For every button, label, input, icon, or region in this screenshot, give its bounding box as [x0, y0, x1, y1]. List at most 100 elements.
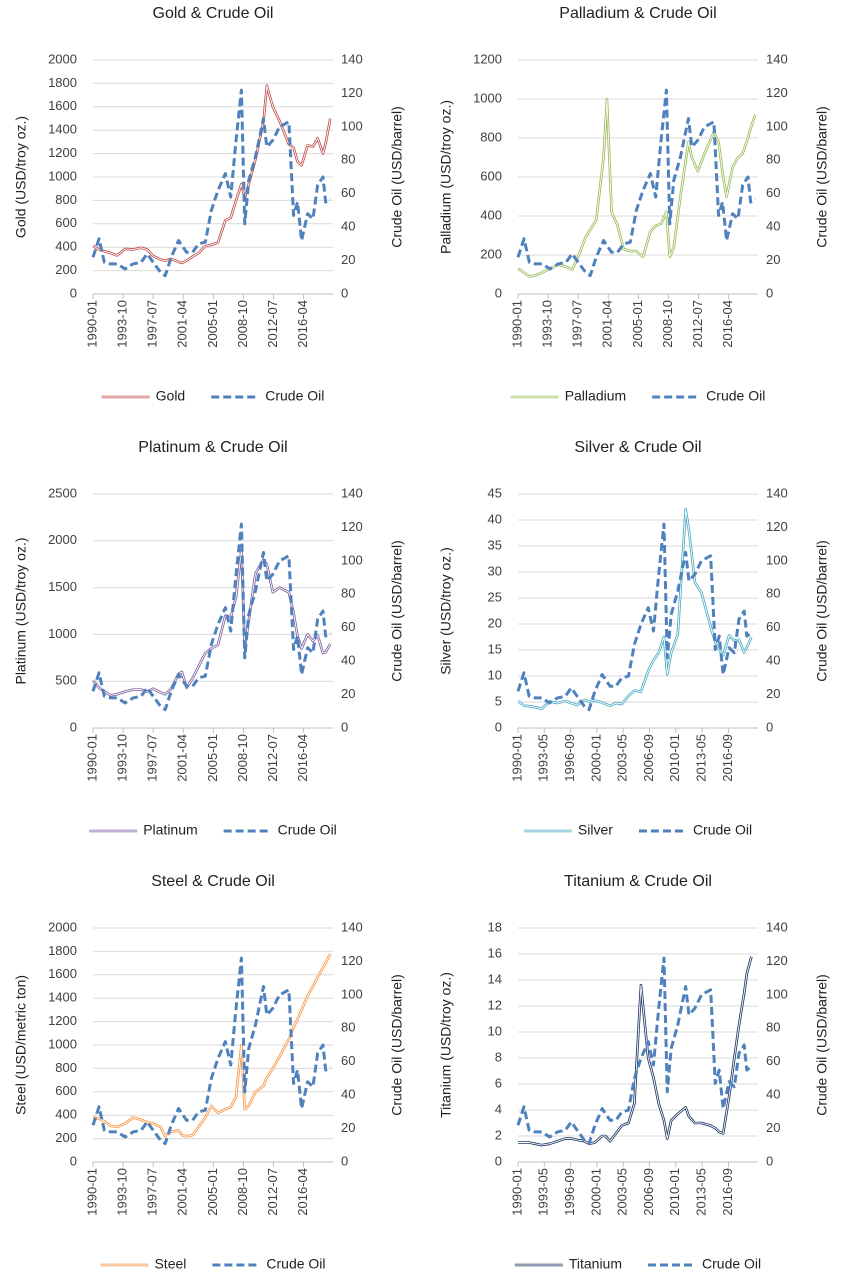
y-tick-label: 600 [480, 168, 502, 183]
legend: Silver Crude Oil [523, 822, 752, 838]
x-tick-label: 2001-04 [175, 1168, 190, 1216]
legend-label: Crude Oil [265, 388, 324, 404]
y-tick-label: 20 [488, 615, 502, 630]
y2-tick-label: 0 [766, 285, 773, 300]
y2-tick-label: 140 [766, 51, 788, 66]
x-tick-label: 2010-01 [667, 1168, 682, 1216]
y-tick-label: 2000 [48, 51, 77, 66]
x-tick-label: 2000-01 [588, 1168, 603, 1216]
y-tick-label: 45 [488, 485, 502, 500]
x-tick-label: 1997-07 [145, 1168, 160, 1216]
y2-tick-label: 60 [766, 619, 780, 634]
y-tick-label: 400 [55, 239, 77, 254]
x-tick-label: 2016-04 [720, 300, 735, 348]
series-line-inner [517, 98, 756, 277]
series-line-inner [92, 85, 331, 264]
x-tick-label: 1993-10 [115, 1168, 130, 1216]
series-line [92, 84, 332, 265]
legend-label: Crude Oil [706, 388, 765, 404]
x-tick-label: 2013-05 [694, 734, 709, 782]
y2-tick-label: 140 [766, 919, 788, 934]
y-tick-label: 1600 [48, 98, 77, 113]
y2-tick-label: 60 [766, 185, 780, 200]
chart-panel: Gold & Crude Oil Gold (USD/troy oz.) Crude… [13, 5, 405, 403]
x-tick-label: 1993-05 [536, 734, 551, 782]
series-line [91, 548, 332, 697]
y2-tick-label: 20 [766, 686, 780, 701]
y2-tick-label: 0 [766, 719, 773, 734]
y2-tick-label: 0 [341, 1153, 348, 1168]
x-tick-label: 2016-04 [295, 300, 310, 348]
x-tick-label: 2001-04 [600, 300, 615, 348]
y-tick-label: 8 [495, 1049, 502, 1064]
y2-tick-label: 140 [766, 485, 788, 500]
chart-panel: Titanium & Crude Oil Titanium (USD/troy o… [438, 873, 830, 1271]
legend-label: Steel [154, 1256, 186, 1272]
y-tick-label: 500 [55, 673, 77, 688]
x-tick-label: 2000-01 [588, 734, 603, 782]
x-tick-label: 2001-04 [175, 734, 190, 782]
y2-tick-label: 100 [766, 552, 788, 567]
legend: Titanium Crude Oil [514, 1256, 761, 1272]
legend: Steel Crude Oil [100, 1256, 326, 1272]
series-line [518, 956, 753, 1147]
y-tick-label: 2000 [48, 532, 77, 547]
x-tick-label: 1993-10 [115, 734, 130, 782]
y2-axis-title: Crude Oil (USD/barrel) [389, 540, 405, 682]
x-tick-label: 2008-10 [235, 734, 250, 782]
y-tick-label: 1800 [48, 75, 77, 90]
y-tick-label: 10 [488, 667, 502, 682]
x-tick-label: 1997-07 [145, 300, 160, 348]
legend: Palladium Crude Oil [510, 388, 765, 404]
y-tick-label: 200 [55, 262, 77, 277]
x-tick-label: 1990-01 [84, 734, 99, 782]
legend-label: Crude Oil [278, 822, 337, 838]
legend-label: Crude Oil [702, 1256, 761, 1272]
y-tick-label: 1200 [48, 1013, 77, 1028]
y-tick-label: 1600 [48, 966, 77, 981]
legend: Gold Crude Oil [101, 388, 324, 404]
x-tick-label: 2012-07 [265, 300, 280, 348]
y-tick-label: 16 [488, 945, 502, 960]
y2-tick-label: 20 [341, 252, 355, 267]
y2-tick-label: 80 [766, 152, 780, 167]
y-tick-label: 15 [488, 641, 502, 656]
y-tick-label: 600 [55, 215, 77, 230]
y2-axis-title: Crude Oil (USD/barrel) [389, 974, 405, 1116]
y2-tick-label: 80 [766, 586, 780, 601]
y-tick-label: 14 [488, 971, 502, 986]
y2-tick-label: 60 [341, 1053, 355, 1068]
chart-panel: Platinum & Crude Oil Platinum (USD/troy o… [13, 439, 405, 837]
y-tick-label: 200 [55, 1130, 77, 1145]
y2-axis-title: Crude Oil (USD/barrel) [814, 974, 830, 1116]
chart-title: Steel & Crude Oil [151, 873, 275, 890]
x-tick-label: 1996-09 [562, 734, 577, 782]
y2-tick-label: 40 [766, 219, 780, 234]
y2-tick-label: 60 [341, 619, 355, 634]
chart-panel: Steel & Crude Oil Steel (USD/metric ton) C… [13, 873, 405, 1271]
y2-tick-label: 100 [766, 118, 788, 133]
y-tick-label: 1400 [48, 122, 77, 137]
y-axis-title: Titanium (USD/troy oz.) [438, 972, 454, 1118]
y-tick-label: 1200 [473, 51, 502, 66]
y2-tick-label: 120 [766, 953, 788, 968]
series-line [516, 956, 753, 1146]
x-tick-label: 2016-04 [295, 1168, 310, 1216]
y-tick-label: 1500 [48, 579, 77, 594]
x-tick-label: 2016-04 [295, 734, 310, 782]
x-tick-label: 2008-10 [660, 300, 675, 348]
y2-tick-label: 100 [341, 118, 363, 133]
y2-tick-label: 100 [341, 552, 363, 567]
legend-label: Silver [578, 822, 613, 838]
x-tick-label: 2005-01 [630, 300, 645, 348]
x-tick-label: 2003-05 [615, 1168, 630, 1216]
series-line [516, 88, 757, 278]
series-line-inner [517, 509, 752, 710]
series-line [91, 956, 332, 1146]
series-line [91, 522, 332, 712]
y-axis-title: Gold (USD/troy oz.) [13, 116, 29, 238]
y-tick-label: 1000 [48, 168, 77, 183]
legend: Platinum Crude Oil [89, 822, 337, 838]
x-tick-label: 2012-07 [265, 734, 280, 782]
